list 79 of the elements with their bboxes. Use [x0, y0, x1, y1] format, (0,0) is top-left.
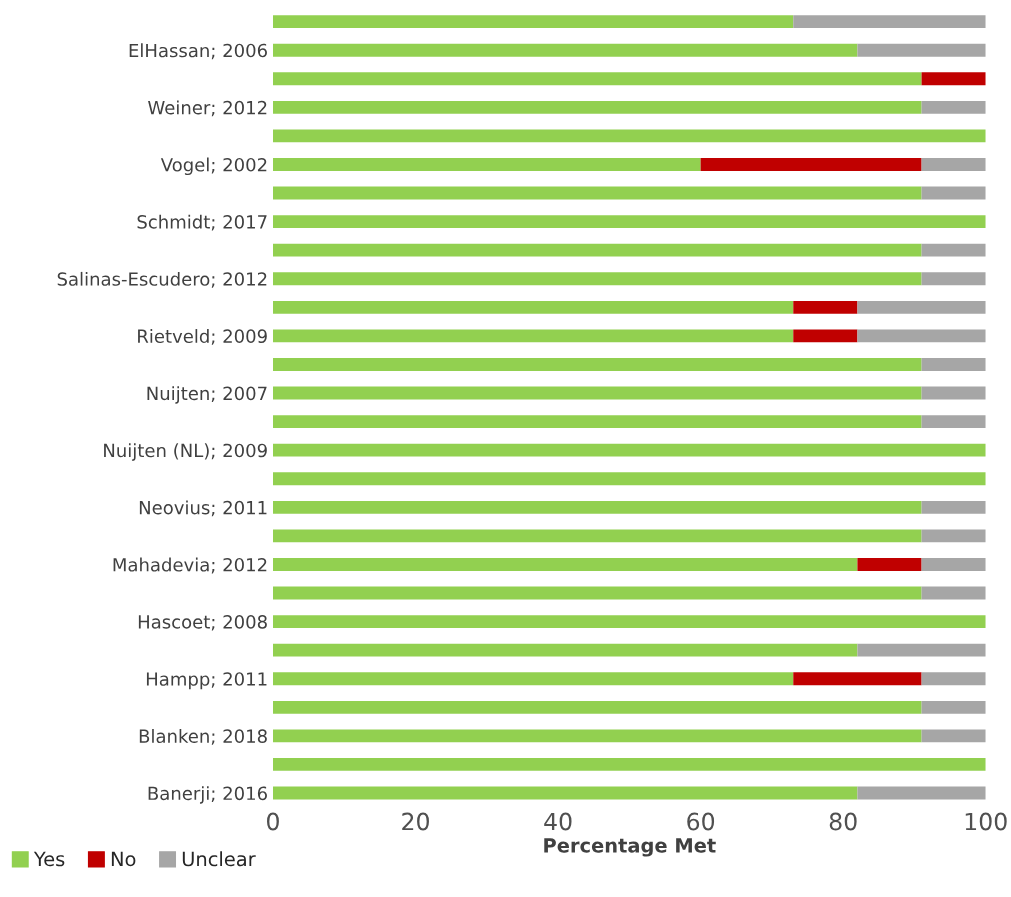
- y-tick-label: Neovius; 2011: [139, 500, 267, 517]
- bar: [272, 786, 858, 800]
- bar: [272, 472, 986, 486]
- y-tick-label: Vogel; 2002: [160, 157, 267, 176]
- bar: [921, 529, 986, 543]
- bar: [921, 415, 986, 429]
- bar: [272, 129, 986, 143]
- bar: [272, 558, 858, 571]
- bar: [272, 272, 922, 286]
- x-tick-label: 60: [687, 812, 715, 831]
- bar: [272, 529, 922, 543]
- bar: [857, 43, 986, 57]
- bar: [700, 158, 922, 171]
- bar: [272, 758, 986, 771]
- bar: [793, 329, 858, 343]
- bar: [272, 500, 922, 514]
- legend-label: Yes: [33, 851, 65, 867]
- bar: [921, 672, 986, 686]
- bar: [272, 158, 701, 171]
- bar: [793, 300, 858, 314]
- bar: [921, 158, 986, 171]
- bar: [921, 558, 986, 571]
- bar: [272, 72, 922, 86]
- y-tick-label: Banerji; 2016: [148, 786, 267, 804]
- bar: [272, 186, 922, 200]
- bar: [272, 386, 922, 400]
- bar: [921, 272, 986, 286]
- bar: [921, 243, 986, 257]
- y-tick-label: ElHassan; 2006: [129, 43, 267, 60]
- bar: [272, 700, 922, 714]
- y-tick-label: Salinas-Escudero; 2012: [57, 271, 267, 288]
- bar: [272, 329, 794, 343]
- bar: [272, 43, 858, 57]
- bar: [857, 300, 986, 314]
- y-tick-label: Schmidt; 2017: [137, 214, 267, 231]
- y-tick-label: Rietveld; 2009: [138, 329, 267, 345]
- y-tick-label: Weiner; 2012: [148, 100, 267, 117]
- bar: [272, 215, 986, 229]
- bar: [272, 729, 922, 743]
- y-tick-label: Blanken; 2018: [139, 729, 267, 745]
- bar: [921, 386, 986, 400]
- x-tick-label: 0: [267, 812, 279, 831]
- bar: [857, 558, 922, 571]
- y-tick-label: Mahadevia; 2012: [113, 557, 267, 574]
- bar: [921, 100, 986, 114]
- bar: [272, 586, 922, 600]
- y-tick-label: Nuijten (NL); 2009: [104, 443, 267, 461]
- bar: [857, 329, 986, 343]
- bar: [272, 100, 922, 114]
- bar: [921, 500, 986, 514]
- y-tick-label: Hampp; 2011: [146, 672, 267, 690]
- bar: [272, 443, 986, 457]
- bar: [857, 786, 986, 800]
- legend-label: Unclear: [182, 851, 256, 867]
- bar: [921, 72, 986, 86]
- bar: [272, 615, 986, 629]
- bar: [793, 672, 922, 686]
- bar: [272, 243, 922, 257]
- x-tick-label: 40: [544, 812, 572, 831]
- bar: [857, 643, 986, 657]
- bar: [793, 15, 986, 29]
- bar: [921, 186, 986, 200]
- x-tick-label: 20: [402, 812, 429, 831]
- bar: [921, 586, 986, 600]
- bar: [272, 672, 794, 686]
- bar: [272, 643, 858, 657]
- x-tick-label: 80: [829, 812, 857, 831]
- legend-label: No: [111, 851, 136, 867]
- y-tick-label: Nuijten; 2007: [147, 386, 267, 404]
- bar: [921, 729, 986, 743]
- bar: [921, 358, 986, 371]
- x-axis-title: Percentage Met: [544, 838, 716, 857]
- bar: [272, 415, 922, 429]
- bar: [921, 700, 986, 714]
- bar: [272, 15, 794, 29]
- bar: [272, 358, 922, 371]
- x-tick-label: 100: [965, 812, 1007, 831]
- bar: [272, 300, 794, 314]
- y-tick-label: Hascoet; 2008: [138, 615, 267, 631]
